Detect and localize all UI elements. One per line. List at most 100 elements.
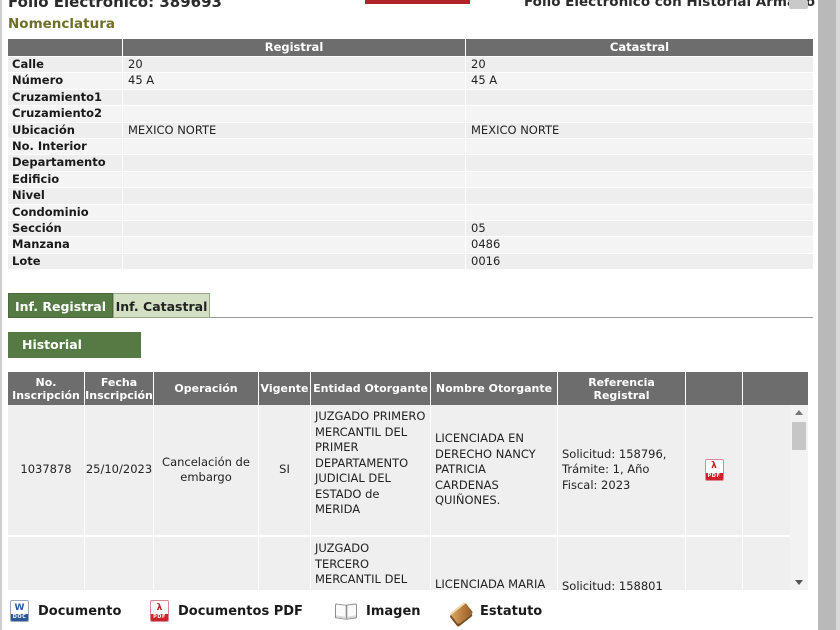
- historial-table-header: No. Inscripción Fecha Inscripción Operac…: [8, 372, 808, 405]
- nomenclatura-table: Registral Catastral Calle 20 20 Número 4…: [8, 39, 813, 270]
- nom-row-registral: 45 A: [123, 73, 465, 89]
- nom-row-label: Nivel: [8, 188, 122, 204]
- col-vigente: Vigente: [259, 372, 310, 405]
- nom-row-catastral: [466, 204, 813, 220]
- nom-row-catastral: [466, 171, 813, 188]
- col-no-inscripcion: No. Inscripción: [8, 372, 84, 405]
- nom-row-registral: [123, 155, 465, 171]
- nom-row-catastral: [466, 106, 813, 122]
- page-left-edge: [0, 0, 2, 630]
- historial-table-body[interactable]: 1037878 25/10/2023 Cancelación de embarg…: [8, 405, 808, 590]
- nom-row-registral: [123, 204, 465, 220]
- nom-row-label: No. Interior: [8, 138, 122, 155]
- cell-operacion: [154, 537, 258, 590]
- col-entidad-otorgante: Entidad Otorgante: [311, 372, 430, 405]
- nom-row-registral: [123, 106, 465, 122]
- col-nombre-otorgante: Nombre Otorgante: [431, 372, 557, 405]
- nom-row-label: Condominio: [8, 204, 122, 220]
- nom-row-registral: [123, 220, 465, 237]
- cell-entidad-otorgante: JUZGADO TERCERO MERCANTIL DEL: [311, 537, 430, 590]
- nom-row-catastral: 0486: [466, 237, 813, 253]
- image-icon: [335, 602, 357, 620]
- cell-vigente: [259, 537, 310, 590]
- tab-inf-catastral[interactable]: Inf. Catastral: [113, 293, 210, 318]
- col-empty: [743, 372, 808, 405]
- nom-row-catastral: MEXICO NORTE: [466, 122, 813, 138]
- nom-row-catastral: [466, 188, 813, 204]
- cell-vigente: SI: [259, 405, 310, 535]
- col-operacion: Operación: [154, 372, 258, 405]
- cell-fecha-inscripcion: [85, 537, 153, 590]
- nom-row-catastral: 45 A: [466, 73, 813, 89]
- cell-documento: [686, 537, 742, 590]
- legend-documento: W DOC Documento: [10, 598, 121, 624]
- nom-row-label: Calle: [8, 57, 122, 73]
- nomenclatura-header-empty: [8, 39, 122, 56]
- nom-row-label: Ubicación: [8, 122, 122, 138]
- cell-documento: λ PDF: [686, 405, 742, 535]
- legend-estatuto: Estatuto: [449, 598, 543, 624]
- legend-estatuto-label: Estatuto: [480, 603, 543, 619]
- cell-operacion: Cancelación de embargo: [154, 405, 258, 535]
- nom-row-label: Número: [8, 73, 122, 89]
- legend-documentos-pdf-label: Documentos PDF: [178, 603, 303, 619]
- legend-imagen: Imagen: [335, 598, 421, 624]
- nom-row-label: Lote: [8, 253, 122, 270]
- nom-row-registral: MEXICO NORTE: [123, 122, 465, 138]
- scroll-down-button[interactable]: [790, 575, 808, 590]
- cell-entidad-otorgante: JUZGADO PRIMERO MERCANTIL DEL PRIMER DEP…: [311, 405, 430, 535]
- folio-historial-armado-title: Folio Electrónico con Historial Armado: [524, 0, 816, 10]
- col-referencia-registral: Referencia Registral: [558, 372, 685, 405]
- nom-row-label: Sección: [8, 220, 122, 237]
- nom-row-label: Departamento: [8, 155, 122, 171]
- nomenclatura-header-catastral: Catastral: [466, 39, 813, 56]
- historial-registral-heading: Historial Registral: [8, 332, 141, 378]
- tabs-underline: [8, 317, 813, 318]
- cell-nombre-otorgante: LICENCIADA EN DERECHO NANCY PATRICIA CAR…: [431, 405, 557, 535]
- col-documento: [686, 372, 742, 405]
- nom-row-catastral: 20: [466, 57, 813, 73]
- nom-row-catastral: 0016: [466, 253, 813, 270]
- nom-row-registral: 20: [123, 57, 465, 73]
- nom-row-label: Cruzamiento2: [8, 106, 122, 122]
- page-scrollbar-edge: [836, 0, 840, 630]
- page-scrollbar[interactable]: [818, 0, 836, 630]
- nom-row-label: Manzana: [8, 237, 122, 253]
- table-scrollbar[interactable]: [790, 405, 808, 590]
- nomenclatura-heading: Nomenclatura: [8, 16, 115, 32]
- col-fecha-inscripcion: Fecha Inscripción: [85, 372, 153, 405]
- nom-row-registral: [123, 138, 465, 155]
- nom-row-registral: [123, 171, 465, 188]
- nom-row-registral: [123, 89, 465, 106]
- folio-armado-icon[interactable]: [789, 0, 808, 9]
- statute-icon: [449, 601, 474, 624]
- nom-row-label: Edificio: [8, 171, 122, 188]
- cell-referencia-registral: Solicitud: 158801: [558, 537, 685, 590]
- pdf-icon: λ PDF: [150, 600, 169, 622]
- legend-imagen-label: Imagen: [366, 603, 421, 619]
- legend-documento-label: Documento: [38, 603, 122, 619]
- tab-inf-registral[interactable]: Inf. Registral: [8, 293, 113, 318]
- nom-row-label: Cruzamiento1: [8, 89, 122, 106]
- scroll-up-button[interactable]: [790, 405, 808, 420]
- cell-no-inscripcion: [8, 537, 84, 590]
- nom-row-catastral: [466, 89, 813, 106]
- cell-fecha-inscripcion: 25/10/2023: [85, 405, 153, 535]
- cell-nombre-otorgante: LICENCIADA MARIA: [431, 537, 557, 590]
- nom-row-catastral: 05: [466, 220, 813, 237]
- cell-referencia-registral: Solicitud: 158796, Trámite: 1, Año Fisca…: [558, 405, 685, 535]
- legend-documentos-pdf: λ PDF Documentos PDF: [150, 598, 303, 624]
- cell-no-inscripcion: 1037878: [8, 405, 84, 535]
- nom-row-catastral: [466, 155, 813, 171]
- nom-row-registral: [123, 253, 465, 270]
- nom-row-registral: [123, 188, 465, 204]
- folio-title: Folio Electrónico: 389693: [8, 0, 222, 11]
- doc-icon: W DOC: [10, 600, 29, 622]
- nom-row-registral: [123, 237, 465, 253]
- red-action-button[interactable]: [365, 0, 470, 4]
- pdf-file-icon[interactable]: λ PDF: [704, 459, 724, 481]
- scrollbar-thumb[interactable]: [792, 422, 806, 450]
- nom-row-catastral: [466, 138, 813, 155]
- nomenclatura-header-registral: Registral: [123, 39, 465, 56]
